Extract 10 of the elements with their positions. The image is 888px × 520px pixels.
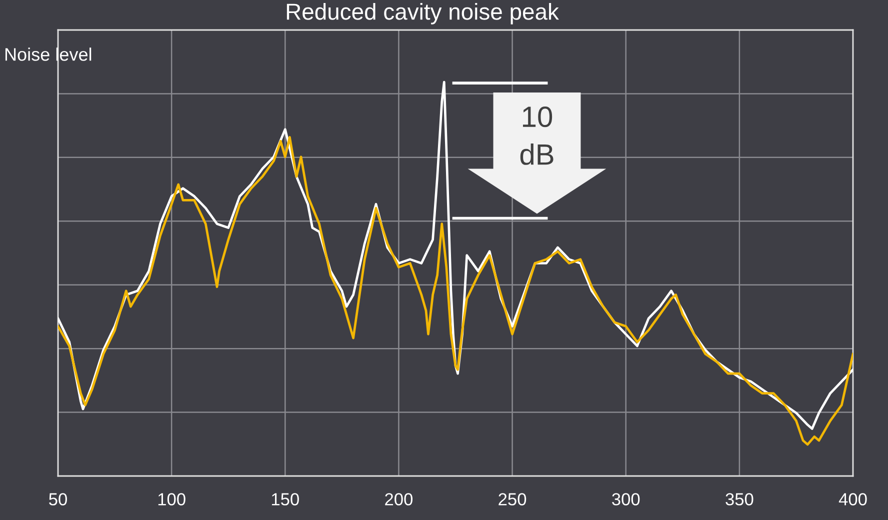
x-tick-label: 300: [612, 493, 640, 506]
annotation: 10 dB: [520, 106, 554, 165]
x-tick-label: 150: [272, 493, 299, 506]
x-tick-label: 400: [838, 493, 867, 506]
chart-title: Reduced cavity noise peak: [286, 3, 559, 24]
x-tick-label: 100: [158, 493, 186, 506]
x-tick-label: 50: [49, 493, 67, 506]
x-tick-label: 250: [498, 493, 526, 506]
x-tick-label: 350: [726, 493, 754, 506]
x-tick-label: 200: [385, 493, 413, 506]
